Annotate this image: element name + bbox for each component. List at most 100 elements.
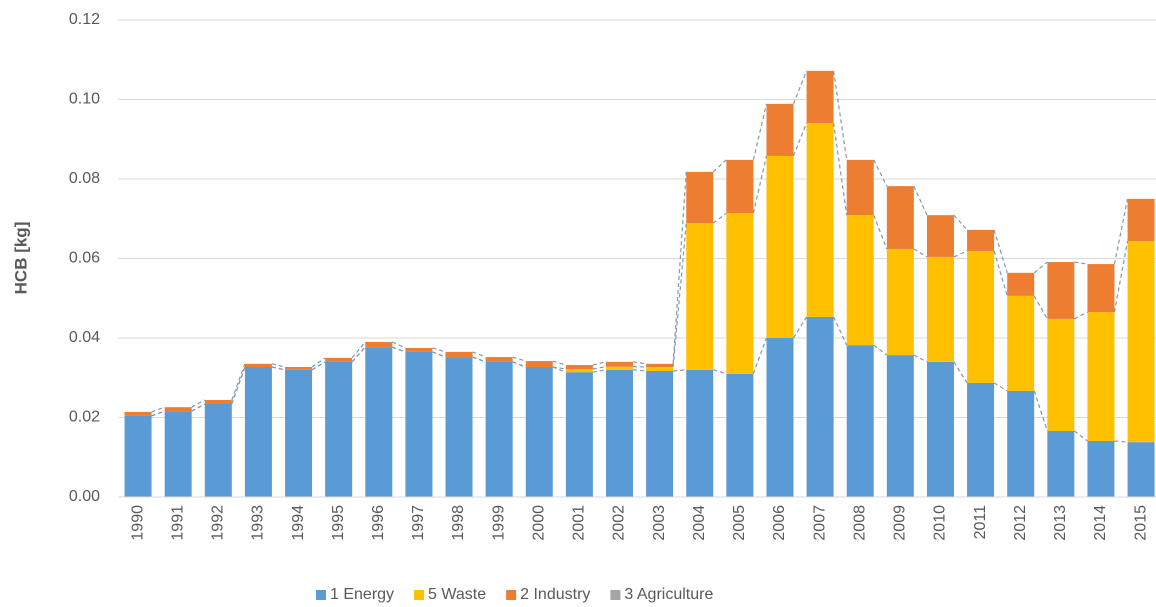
bar-segment bbox=[766, 338, 794, 497]
y-tick-label: 0.04 bbox=[69, 329, 100, 346]
x-tick-label: 2002 bbox=[611, 505, 628, 541]
bar-segment bbox=[565, 365, 593, 370]
x-tick-label: 2014 bbox=[1092, 505, 1109, 541]
legend-label: 2 Industry bbox=[520, 586, 590, 603]
bar-segment bbox=[1047, 262, 1075, 319]
bar-segment bbox=[405, 351, 433, 497]
bar-segment bbox=[806, 122, 834, 317]
x-tick-label: 1997 bbox=[410, 505, 427, 541]
bar-segment bbox=[606, 361, 633, 367]
bar-segment bbox=[967, 250, 995, 383]
series-line bbox=[151, 70, 1129, 413]
bar-segment bbox=[325, 361, 353, 497]
bar-segment bbox=[686, 171, 714, 224]
x-tick-label: 2013 bbox=[1052, 505, 1069, 541]
bar-segment bbox=[365, 347, 393, 497]
bar-segment bbox=[806, 70, 834, 123]
x-tick-label: 2012 bbox=[1012, 505, 1029, 541]
x-tick-label: 1990 bbox=[129, 505, 146, 541]
bar-segment bbox=[485, 357, 513, 362]
x-tick-label: 1994 bbox=[290, 505, 307, 541]
bar-segment bbox=[926, 361, 954, 497]
legend-label: 1 Energy bbox=[330, 586, 394, 603]
bar-segment bbox=[525, 367, 553, 497]
bar-segment bbox=[606, 366, 633, 370]
bar-segment bbox=[846, 345, 874, 497]
y-tick-label: 0.02 bbox=[69, 409, 100, 426]
bar-segment bbox=[1127, 442, 1155, 497]
bar-segment bbox=[365, 341, 393, 348]
bar-segment bbox=[886, 186, 914, 249]
bar-segment bbox=[926, 215, 954, 257]
x-tick-label: 2011 bbox=[972, 505, 989, 540]
bar-segment bbox=[967, 229, 995, 251]
bar-segment bbox=[285, 367, 313, 370]
legend-swatch bbox=[414, 590, 425, 600]
x-tick-label: 1991 bbox=[169, 505, 186, 541]
bar-segment bbox=[124, 411, 152, 416]
bar-segment bbox=[646, 370, 674, 497]
bar-segment bbox=[244, 367, 272, 497]
bar-segment bbox=[204, 400, 232, 404]
y-tick-label: 0.12 bbox=[69, 11, 100, 28]
bar-segment bbox=[164, 407, 192, 412]
bar-segment bbox=[806, 316, 834, 497]
x-tick-label: 2004 bbox=[691, 505, 708, 541]
bar-segment bbox=[686, 223, 714, 370]
bar-segment bbox=[726, 159, 754, 214]
bar-segment bbox=[686, 369, 714, 497]
bar-segment bbox=[164, 411, 192, 497]
x-tick-label: 2015 bbox=[1132, 505, 1149, 541]
bar-segment bbox=[445, 357, 473, 497]
x-tick-label: 2009 bbox=[892, 505, 909, 541]
x-tick-label: 2010 bbox=[932, 505, 949, 541]
x-tick-label: 2007 bbox=[811, 505, 828, 541]
y-tick-label: 0.08 bbox=[69, 170, 100, 187]
x-tick-label: 1996 bbox=[370, 505, 387, 541]
y-tick-label: 0.10 bbox=[69, 91, 100, 108]
x-tick-label: 1999 bbox=[490, 505, 507, 541]
x-tick-label: 2006 bbox=[771, 505, 788, 541]
bar-segment bbox=[285, 369, 313, 497]
bar-segment bbox=[886, 355, 914, 497]
bar-segment bbox=[124, 415, 152, 497]
bar-segment bbox=[606, 369, 633, 497]
x-tick-label: 2001 bbox=[571, 505, 588, 541]
x-tick-label: 2003 bbox=[651, 505, 668, 541]
x-tick-label: 1993 bbox=[250, 505, 267, 541]
bar-segment bbox=[204, 403, 232, 497]
bar-segment bbox=[565, 369, 593, 373]
x-tick-label: 2005 bbox=[731, 505, 748, 541]
bar-segment bbox=[766, 103, 794, 156]
bar-segment bbox=[846, 215, 874, 346]
bar-segment bbox=[244, 363, 272, 368]
bar-segment bbox=[405, 347, 433, 352]
y-axis-label: HCB [kg] bbox=[11, 222, 30, 295]
x-tick-label: 1992 bbox=[210, 505, 227, 541]
bar-segment bbox=[846, 159, 874, 216]
bar-segment bbox=[445, 351, 473, 358]
bar-segment bbox=[967, 382, 995, 497]
bar-segment bbox=[766, 155, 794, 338]
bar-segment bbox=[646, 367, 674, 371]
bar-segment bbox=[726, 373, 754, 497]
bar-segment bbox=[926, 256, 954, 362]
bar-segment bbox=[1047, 318, 1075, 432]
bar-segment bbox=[485, 361, 513, 497]
legend-swatch bbox=[316, 590, 326, 600]
bar-segment bbox=[1047, 431, 1075, 497]
x-tick-label: 1998 bbox=[450, 505, 467, 541]
bar-segment bbox=[886, 248, 914, 356]
y-tick-label: 0.00 bbox=[69, 488, 100, 505]
bar-segment bbox=[1127, 241, 1155, 443]
bar-segment bbox=[1087, 440, 1115, 497]
bar-segment bbox=[646, 363, 674, 368]
legend-swatch bbox=[506, 590, 517, 600]
bar-segment bbox=[726, 213, 754, 374]
legend-swatch bbox=[610, 590, 621, 600]
bar-segment bbox=[1087, 312, 1115, 441]
bar-segment bbox=[565, 372, 593, 497]
bar-segment bbox=[1007, 295, 1035, 391]
x-tick-label: 1995 bbox=[330, 505, 347, 541]
